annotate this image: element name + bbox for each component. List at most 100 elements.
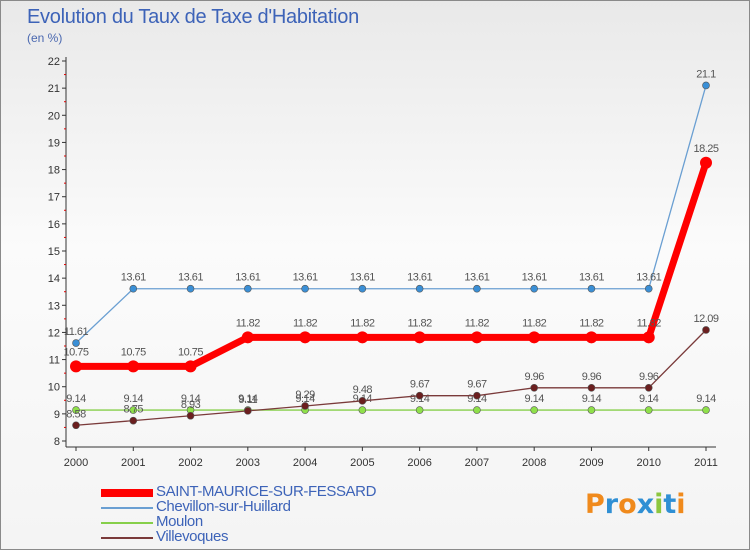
data-point	[644, 406, 653, 414]
data-point	[127, 360, 140, 373]
series-line	[75, 329, 707, 426]
data-label: 9.67	[467, 379, 487, 391]
data-label: 13.61	[464, 272, 489, 284]
y-tick-label: 11	[49, 355, 60, 367]
y-tick-label: 9	[54, 409, 60, 421]
data-point	[530, 383, 538, 392]
data-label: 11.82	[522, 317, 547, 329]
series-villevoques: 8.58 8.75 8.93 9.11 9.29 9.48 9.67 9.67 9.96 9.96…	[66, 313, 719, 430]
legend-swatch	[101, 507, 153, 509]
logo-letter: r	[604, 489, 619, 520]
data-point	[415, 391, 424, 400]
logo-letter: t	[663, 489, 677, 520]
y-tick-label: 13	[48, 300, 60, 312]
data-label: 11.82	[637, 317, 662, 329]
data-label: 9.96	[639, 371, 659, 383]
x-tick-label: 2011	[694, 457, 718, 469]
data-label: 9.14	[639, 393, 659, 405]
data-label: 13.61	[636, 272, 661, 284]
data-point	[700, 156, 712, 169]
data-point	[299, 331, 312, 344]
data-point	[528, 331, 541, 344]
data-label: 13.61	[350, 272, 375, 284]
y-tick-label: 14	[48, 273, 60, 285]
data-label: 11.82	[465, 317, 490, 329]
x-tick-label: 2008	[522, 457, 546, 469]
y-tick-label: 19	[48, 137, 60, 149]
data-point	[129, 284, 138, 293]
legend-label: Chevillon-sur-Huillard	[156, 498, 291, 515]
logo-letter: o	[618, 489, 637, 520]
logo-letter: P	[585, 489, 605, 520]
data-label: 10.75	[178, 346, 203, 358]
x-tick-label: 2004	[293, 457, 317, 469]
data-point	[530, 406, 538, 414]
data-label: 9.14	[295, 393, 315, 405]
chart-subtitle: (en %)	[27, 31, 63, 45]
legend-label: Moulon	[156, 513, 203, 530]
data-label: 9.14	[582, 393, 602, 405]
x-tick-label: 2009	[579, 457, 603, 469]
data-point	[587, 406, 596, 414]
data-point	[702, 406, 710, 414]
logo-letter: i	[676, 489, 686, 520]
data-point	[413, 331, 426, 344]
y-tick-label: 21	[48, 83, 60, 95]
data-label: 9.96	[524, 371, 544, 383]
x-tick-label: 2005	[350, 457, 374, 469]
y-tick-label: 20	[48, 110, 60, 122]
data-label: 11.82	[408, 317, 433, 329]
data-label: 8.93	[181, 399, 201, 411]
data-point	[244, 284, 252, 293]
data-point	[184, 360, 197, 373]
y-tick-label: 15	[48, 246, 60, 258]
x-tick-label: 2001	[121, 457, 145, 469]
data-label: 13.61	[407, 272, 432, 284]
data-point	[415, 284, 424, 293]
data-point	[415, 406, 424, 414]
legend-label: Villevoques	[156, 528, 229, 545]
data-point	[644, 383, 653, 392]
y-tick-label: 10	[48, 382, 60, 394]
data-point	[70, 360, 82, 373]
data-label: 13.61	[293, 272, 318, 284]
legend-swatch	[101, 537, 153, 539]
data-point	[585, 331, 598, 344]
data-label: 21.1	[696, 68, 716, 80]
x-tick-label: 2002	[178, 457, 202, 469]
data-point	[702, 326, 710, 334]
legend-swatch	[101, 489, 153, 497]
data-point	[186, 284, 195, 293]
data-label: 9.67	[410, 379, 430, 391]
x-tick-label: 2000	[64, 457, 88, 469]
data-point	[129, 406, 138, 414]
data-point	[644, 284, 653, 293]
data-point	[530, 284, 538, 293]
x-tick-label: 2007	[465, 457, 489, 469]
series-line	[75, 85, 707, 344]
x-tick-label: 2010	[636, 457, 660, 469]
series-saint-maurice-sur-fessard: 10.75 10.75 10.75 11.82 11.82 11.82 11.82 11.82…	[63, 143, 719, 373]
data-label: 13.61	[121, 272, 146, 284]
data-point	[356, 331, 369, 344]
series-moulon: 9.149.149.149.149.149.149.149.149.149.14…	[66, 393, 717, 414]
data-label: 18.25	[693, 143, 718, 155]
data-label: 11.82	[579, 317, 604, 329]
data-label: 9.14	[181, 393, 201, 405]
data-point	[72, 339, 80, 347]
data-point	[72, 406, 80, 414]
data-label: 12.09	[693, 313, 718, 325]
data-label: 11.61	[64, 326, 89, 338]
data-point	[186, 411, 195, 420]
legend-swatch	[101, 522, 153, 524]
y-tick-label: 12	[48, 327, 60, 339]
y-tick-label: 22	[48, 56, 60, 68]
data-point	[301, 284, 309, 293]
data-label: 9.11	[239, 394, 258, 406]
data-point	[473, 391, 481, 400]
data-label: 9.29	[295, 389, 315, 401]
logo-letter: x	[636, 489, 655, 520]
data-label: 13.61	[235, 272, 260, 284]
logo-letter: i	[654, 489, 664, 520]
